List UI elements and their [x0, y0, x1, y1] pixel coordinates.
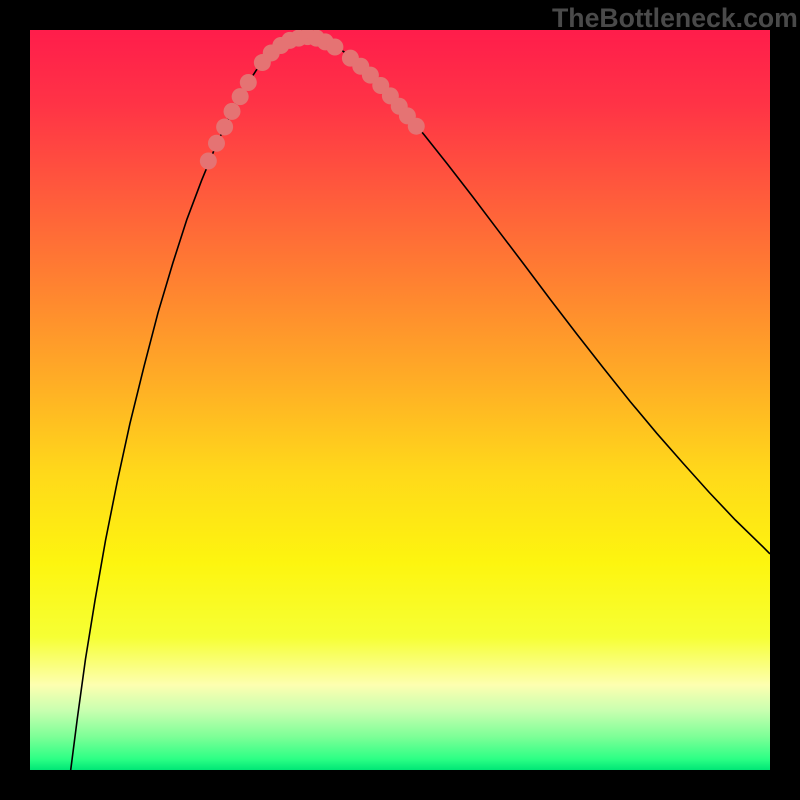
- data-point: [408, 118, 425, 135]
- chart-svg: [30, 30, 770, 770]
- data-point: [200, 152, 217, 169]
- data-point: [224, 103, 241, 120]
- plot-area: [30, 30, 770, 770]
- gradient-background: [30, 30, 770, 770]
- data-point: [240, 74, 257, 91]
- data-point: [216, 118, 233, 135]
- data-point: [326, 39, 343, 56]
- data-point: [208, 135, 225, 152]
